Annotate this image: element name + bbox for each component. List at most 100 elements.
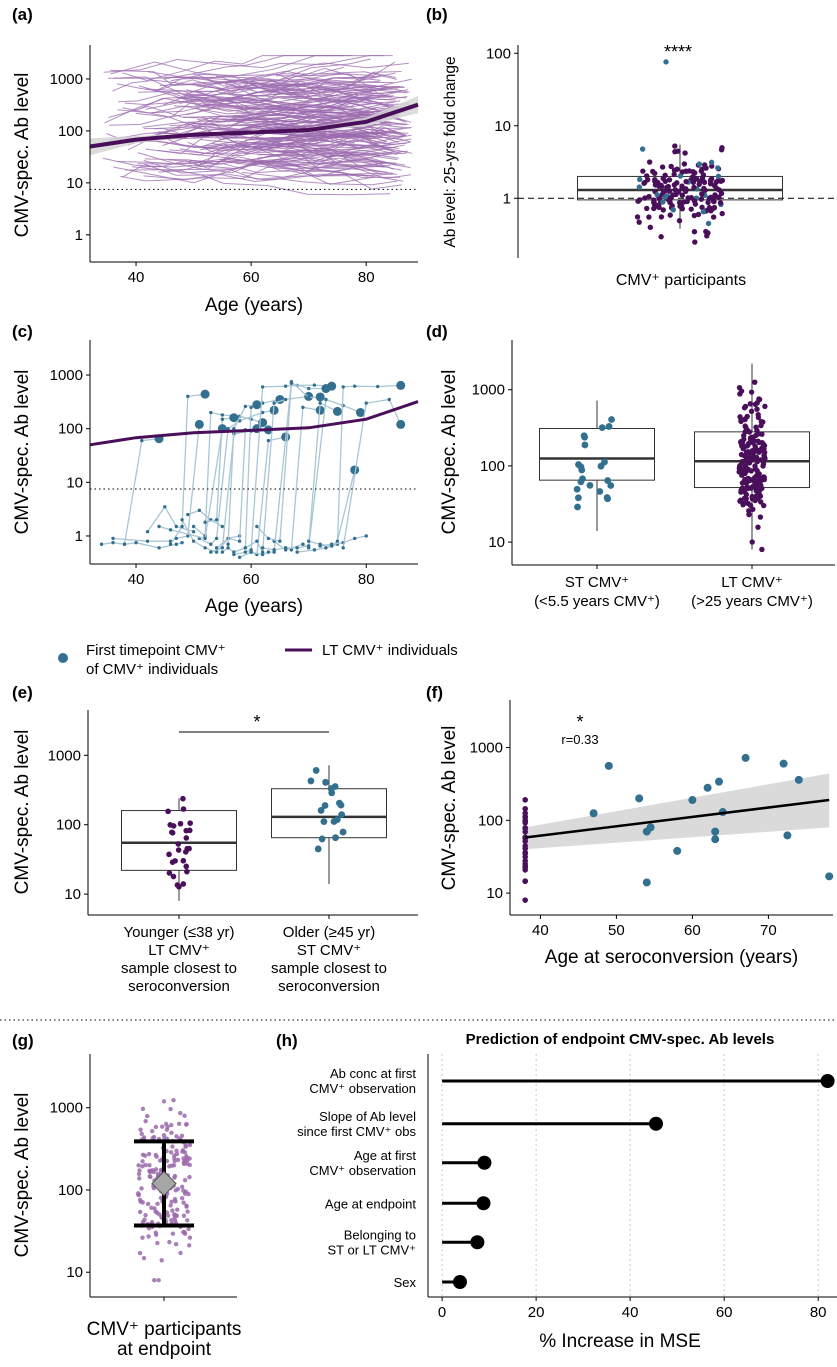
data-point: [364, 534, 368, 538]
data-point: [749, 493, 755, 500]
data-point: [209, 550, 213, 554]
data-point: [136, 1171, 142, 1177]
trajectory-line: [110, 58, 371, 87]
trajectory-line: [251, 80, 390, 92]
data-point: [654, 192, 660, 198]
trajectory-line: [109, 116, 346, 141]
data-point: [318, 835, 326, 843]
b-y-tick-label: 10: [494, 118, 511, 135]
data-point: [139, 1186, 144, 1191]
trajectory-line: [117, 77, 366, 114]
data-point: [226, 542, 230, 546]
data-point: [283, 384, 288, 388]
data-point: [180, 518, 184, 522]
data-point: [355, 408, 365, 418]
data-point: [754, 458, 761, 465]
data-point: [691, 198, 698, 204]
correlation-label: r=0.33: [561, 732, 598, 747]
data-point: [283, 546, 288, 550]
trajectory-line: [281, 144, 405, 154]
e-category-label-line: seroconversion: [128, 978, 230, 995]
data-point: [754, 496, 761, 502]
data-point: [151, 1169, 156, 1175]
data-point: [168, 528, 173, 532]
data-point: [522, 825, 528, 831]
data-point: [176, 1121, 182, 1127]
data-point: [670, 207, 676, 213]
data-point: [522, 858, 528, 864]
data-point: [145, 1113, 150, 1119]
f-x-tick-label: 70: [760, 922, 777, 939]
data-point: [306, 386, 311, 391]
data-point: [783, 831, 792, 840]
c-y-tick-label: 100: [58, 421, 83, 438]
d-y-tick-label: 100: [480, 458, 505, 475]
trajectory-line: [144, 152, 400, 165]
data-point: [604, 477, 612, 484]
data-point: [331, 783, 339, 790]
data-point: [739, 443, 745, 449]
data-point: [169, 1218, 174, 1223]
data-point: [289, 381, 294, 386]
data-point: [153, 1232, 159, 1237]
trajectory-line: [127, 123, 388, 151]
data-point: [186, 534, 190, 538]
h-category-label-line: since first CMV⁺ obs: [297, 1124, 416, 1139]
data-point: [718, 147, 725, 153]
data-point: [159, 1258, 164, 1263]
data-point: [755, 524, 761, 530]
data-point: [203, 536, 207, 541]
data-point: [586, 481, 594, 489]
data-point: [180, 806, 187, 812]
data-point: [748, 408, 755, 414]
data-point: [220, 550, 225, 554]
trajectory-line: [146, 505, 194, 533]
data-point: [153, 1152, 158, 1158]
data-point: [580, 432, 588, 440]
data-point: [122, 542, 127, 546]
data-point: [175, 1207, 180, 1212]
h-category-label: Ab conc at first CMV⁺ observation: [309, 1066, 416, 1096]
c-x-tick-label: 40: [128, 571, 145, 588]
legend-st-label-line: of CMV⁺ individuals: [86, 661, 218, 678]
data-point: [170, 873, 177, 880]
trajectory-line: [167, 132, 388, 163]
data-point: [154, 1210, 160, 1215]
data-point: [684, 198, 690, 205]
data-point: [169, 1122, 174, 1128]
data-point: [255, 524, 259, 529]
data-point: [145, 1201, 151, 1207]
data-point: [738, 417, 744, 423]
panel-label: (c): [12, 322, 33, 341]
data-point: [260, 385, 265, 389]
g-y-tick-label: 1000: [50, 1100, 83, 1117]
data-point: [187, 1174, 192, 1180]
trajectory-line: [158, 170, 391, 196]
data-point: [581, 441, 589, 449]
data-point: [715, 777, 723, 786]
data-point: [182, 1113, 187, 1118]
trajectory-line: [204, 417, 234, 523]
c-x-title: Age (years): [205, 596, 303, 617]
data-point: [157, 546, 161, 550]
data-point: [671, 171, 677, 178]
data-point: [306, 539, 311, 543]
data-point: [756, 483, 763, 489]
data-point: [688, 206, 694, 212]
data-point: [635, 794, 644, 803]
data-point: [636, 219, 642, 225]
data-point: [748, 468, 754, 474]
h-x-tick-label: 60: [716, 1304, 733, 1321]
data-point: [338, 811, 346, 819]
data-point: [180, 540, 184, 545]
data-point: [137, 1209, 143, 1215]
data-point: [639, 146, 646, 152]
data-point: [185, 1157, 190, 1163]
data-point: [169, 1199, 174, 1204]
data-point: [646, 214, 652, 220]
data-point: [172, 1212, 177, 1217]
data-point: [396, 419, 406, 429]
data-point: [749, 539, 755, 545]
legend-st-marker: [58, 653, 68, 663]
data-point: [333, 816, 341, 824]
